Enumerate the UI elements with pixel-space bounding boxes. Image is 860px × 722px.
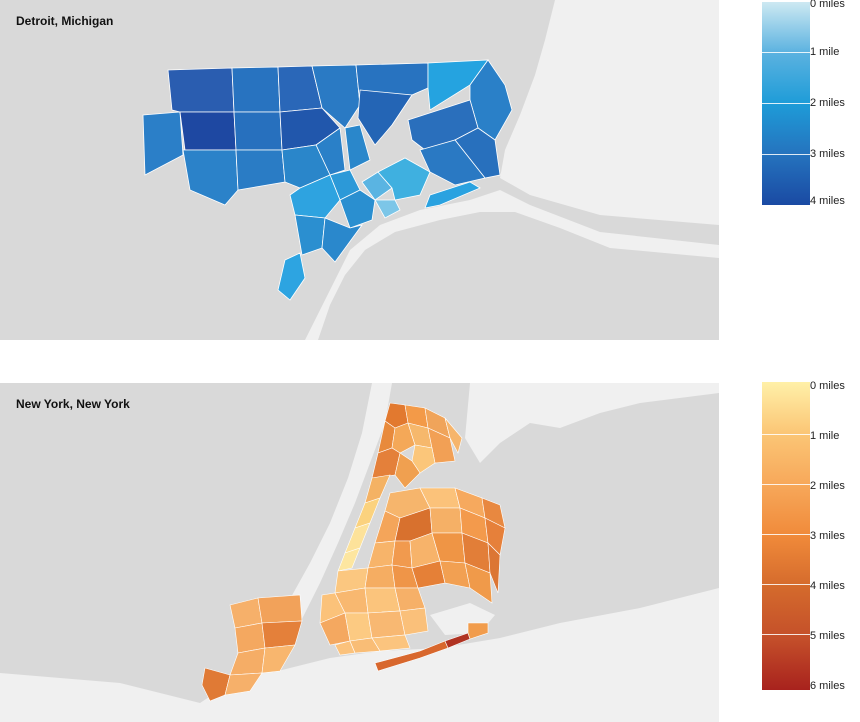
- long-island-sound: [465, 383, 719, 463]
- neighborhood: [261, 644, 296, 674]
- detroit-river: [305, 190, 719, 340]
- legend-label: 1 mile: [810, 46, 840, 58]
- neighborhood: [344, 522, 371, 554]
- hudson-river: [225, 383, 392, 722]
- district: [294, 214, 326, 256]
- neighborhood: [391, 422, 416, 454]
- new-york-map: [0, 383, 719, 722]
- district: [377, 157, 431, 201]
- district: [311, 64, 361, 129]
- legend-stop-line: [762, 634, 810, 635]
- district: [344, 124, 371, 171]
- legend-stop-line: [762, 154, 810, 155]
- legend-stop-line: [762, 584, 810, 585]
- neighborhood: [367, 540, 396, 569]
- neighborhood: [201, 667, 231, 702]
- legend-label: 2 miles: [810, 480, 845, 492]
- neighborhood: [444, 417, 463, 454]
- lake-st-clair: [500, 0, 719, 225]
- legend-stop-line: [762, 52, 810, 53]
- neighborhood: [427, 427, 456, 464]
- neighborhood: [234, 622, 266, 654]
- district: [374, 199, 401, 219]
- neighborhood: [229, 647, 266, 676]
- neighborhood: [364, 564, 396, 589]
- neighborhood: [229, 597, 263, 629]
- new-york-neighborhoods: [201, 402, 506, 702]
- neighborhood: [487, 542, 501, 594]
- neighborhood: [394, 452, 421, 489]
- district: [424, 181, 481, 209]
- district: [231, 66, 281, 113]
- neighborhood: [224, 672, 263, 696]
- legend-stop-line: [762, 484, 810, 485]
- neighborhood: [367, 610, 406, 639]
- district: [427, 59, 489, 111]
- legend-label: 4 miles: [810, 580, 845, 592]
- legend-label: 6 miles: [810, 680, 845, 692]
- detroit-map-panel: Detroit, Michigan: [0, 0, 719, 340]
- district: [277, 252, 306, 301]
- neighborhood: [429, 507, 463, 534]
- legend-label: 2 miles: [810, 97, 845, 109]
- map-title: Detroit, Michigan: [16, 14, 114, 28]
- legend-label: 5 miles: [810, 630, 845, 642]
- neighborhood: [467, 622, 489, 640]
- legend-label: 4 miles: [810, 195, 845, 207]
- district: [357, 89, 413, 146]
- legend-label: 3 miles: [810, 530, 845, 542]
- district: [339, 189, 376, 229]
- new-york-map-panel: New York, New York: [0, 383, 719, 722]
- legend-gradient-bar: [762, 382, 810, 690]
- legend-label: 1 mile: [810, 430, 840, 442]
- neighborhood: [261, 620, 303, 649]
- neighborhood: [464, 562, 493, 604]
- district: [167, 67, 235, 113]
- district: [321, 217, 363, 263]
- neighborhood: [337, 547, 361, 572]
- lower-bay: [0, 588, 719, 722]
- neighborhood: [364, 587, 401, 614]
- legend-label: 3 miles: [810, 148, 845, 160]
- district: [419, 139, 486, 186]
- neighborhood: [391, 540, 413, 569]
- detroit-map: [142, 0, 719, 340]
- map-title: New York, New York: [16, 397, 130, 411]
- district: [235, 149, 286, 191]
- legend-stop-line: [762, 434, 810, 435]
- detroit-legend: 0 miles 1 mile 2 miles 3 miles 4 miles: [762, 0, 845, 207]
- neighborhood: [394, 587, 426, 612]
- neighborhood: [344, 612, 373, 642]
- neighborhood: [354, 497, 381, 529]
- legend-stop-line: [762, 534, 810, 535]
- neighborhood: [399, 607, 429, 636]
- legend-stop-line: [762, 103, 810, 104]
- neighborhood: [257, 594, 303, 624]
- legend-label: 0 miles: [810, 0, 845, 10]
- new-york-legend: 0 miles 1 mile 2 miles 3 miles 4 miles 5…: [762, 380, 845, 692]
- neighborhood: [371, 634, 411, 652]
- detroit-districts: [142, 59, 513, 301]
- legend-label: 0 miles: [810, 380, 845, 392]
- district: [182, 149, 239, 206]
- district: [179, 111, 237, 151]
- district: [142, 111, 184, 176]
- district: [233, 111, 283, 151]
